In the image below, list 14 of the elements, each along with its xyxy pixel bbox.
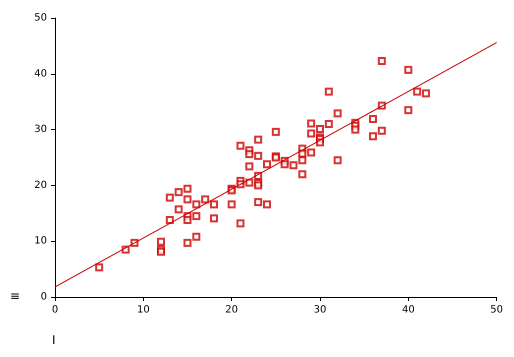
y-axis-title: ≡: [10, 289, 20, 303]
y-tick-label: 10: [34, 236, 47, 247]
y-tick-label: 40: [34, 68, 47, 80]
x-tick-label: 40: [402, 304, 415, 316]
x-tick-label: 50: [490, 304, 504, 316]
y-tick-label: 20: [34, 180, 47, 191]
y-tick-label: 30: [34, 124, 47, 136]
y-tick-label: 0: [40, 292, 47, 302]
x-tick-label: 30: [314, 304, 326, 316]
x-tick-label: 10: [136, 304, 150, 316]
x-axis-title: I: [52, 333, 56, 347]
y-tick-label: 50: [34, 12, 47, 24]
x-tick-label: 0: [52, 304, 58, 316]
x-tick-label: 20: [225, 304, 238, 316]
